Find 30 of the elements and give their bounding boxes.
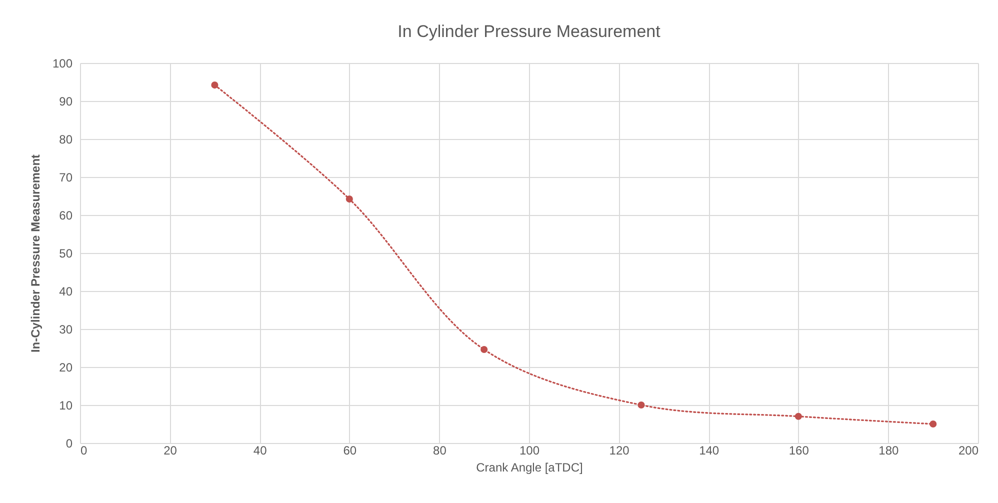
x-tick-label: 80	[433, 444, 447, 458]
y-tick-label: 40	[59, 284, 73, 298]
y-tick-label: 50	[59, 246, 73, 260]
point	[480, 346, 488, 354]
x-axis-title: Crank Angle [aTDC]	[476, 460, 583, 474]
point	[930, 420, 937, 428]
y-tick-label: 60	[59, 208, 73, 222]
x-tick-label: 40	[253, 444, 268, 458]
x-tick-label: 200	[958, 444, 979, 458]
x-tick-label: 160	[788, 444, 810, 458]
x-tick-label: 100	[519, 444, 540, 458]
y-tick-label: 30	[59, 322, 73, 336]
y-tick-label: 10	[59, 398, 73, 412]
y-tick-label: 70	[59, 170, 73, 184]
y-tick-label: 100	[52, 56, 73, 70]
x-tick-label: 140	[699, 444, 720, 458]
x-tick-label: 0	[80, 444, 88, 458]
x-tick-label: 180	[878, 444, 900, 458]
chart-title: In Cylinder Pressure Measurement	[398, 22, 661, 41]
y-tick-label: 20	[59, 360, 73, 374]
point	[794, 412, 802, 420]
point	[638, 401, 645, 409]
y-tick-label: 90	[59, 94, 73, 108]
x-tick-label: 20	[164, 444, 178, 458]
point	[211, 82, 218, 89]
x-tick-label: 120	[609, 444, 630, 458]
point	[346, 196, 353, 203]
y-axis-title: In-Cylinder Pressure Measurement	[28, 154, 42, 353]
y-tick-label: 80	[59, 132, 73, 146]
x-tick-label: 60	[343, 444, 357, 458]
